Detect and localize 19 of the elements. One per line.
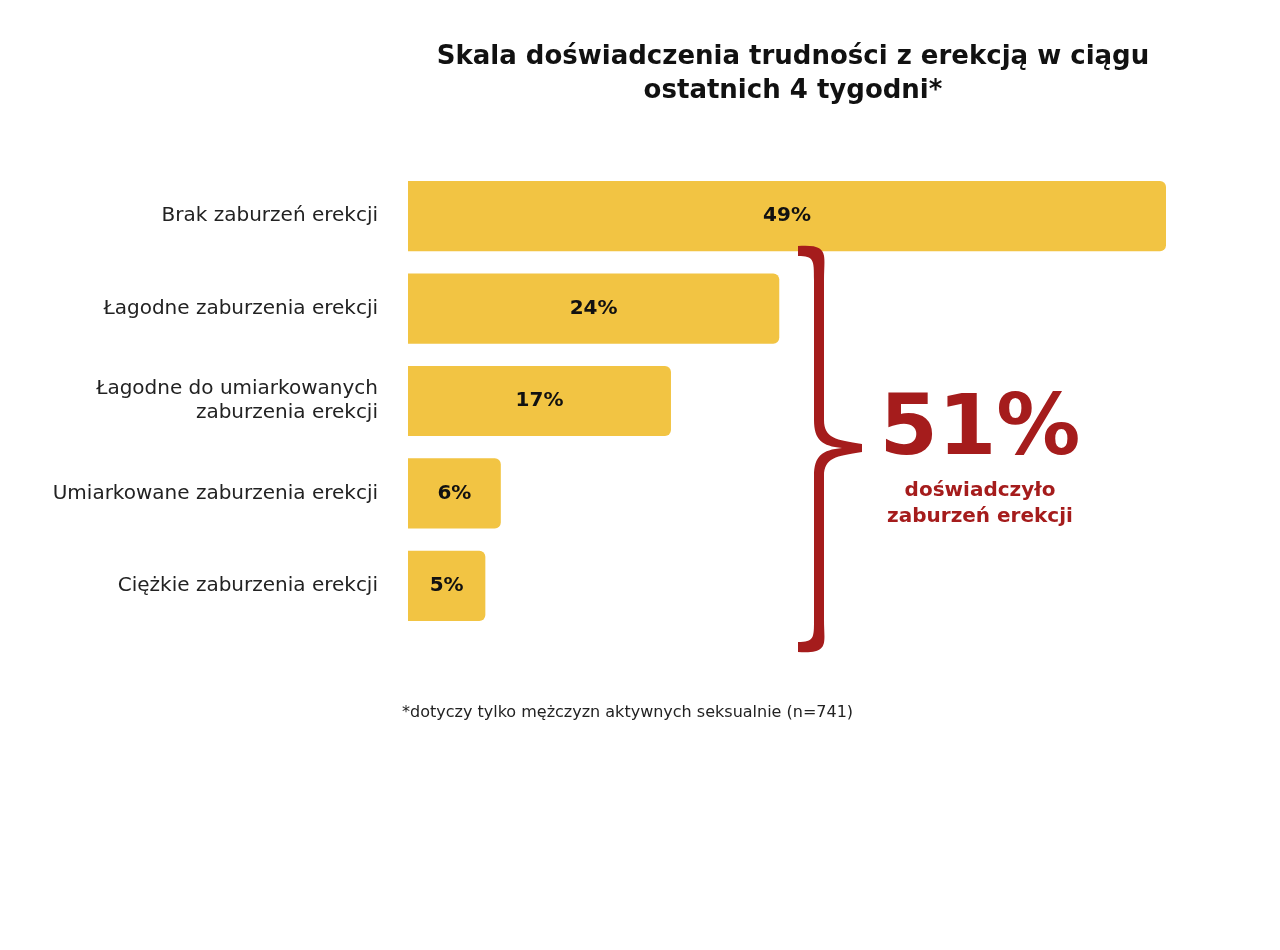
data-label: 6% (437, 479, 472, 504)
chart-title: Skala doświadczenia trudności z erekcją w ciągu ostatnich 4 tygodni* (435, 39, 1151, 106)
y-tick-label: Brak zaburzeń erekcji (161, 202, 378, 227)
annotation: 51% (878, 376, 1082, 474)
bar (408, 273, 780, 344)
text: *dotyczy tylko mężczyzn aktywnych seksualnie (n=741) (402, 702, 854, 721)
annotation: doświadczyło zaburzeń erekcji (886, 476, 1074, 528)
data-label: 24% (569, 294, 618, 319)
data-label: 49% (763, 202, 811, 227)
y-tick-label: Łagodne zaburzenia erekcji (102, 294, 378, 319)
bar (408, 550, 486, 621)
bar (408, 365, 671, 437)
data-label: 17% (515, 387, 564, 412)
bar (408, 458, 501, 529)
data-label: 5% (429, 572, 464, 596)
bar (408, 181, 1166, 252)
y-tick-label: Łagodne do umiarkowanych zaburzenia erekcji (95, 375, 378, 424)
y-tick-label: Ciężkie zaburzenia erekcji (117, 572, 378, 596)
y-tick-label: Umiarkowane zaburzenia erekcji (52, 479, 378, 504)
